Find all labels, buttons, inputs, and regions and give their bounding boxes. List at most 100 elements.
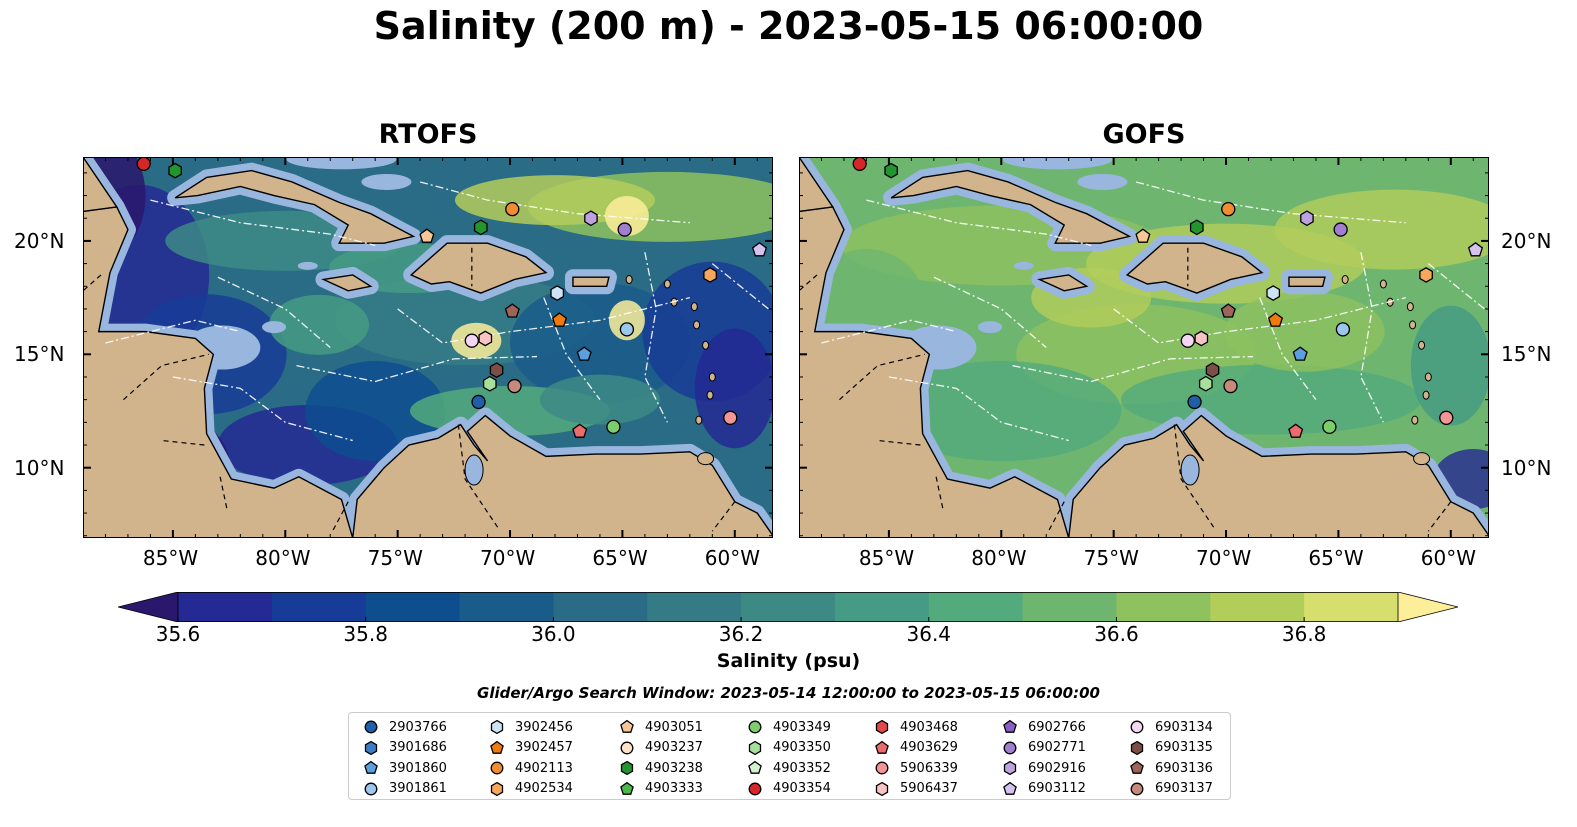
land-yucatanNorth bbox=[799, 157, 834, 213]
eez-boundary bbox=[217, 276, 331, 348]
colorbar-label: Salinity (psu) bbox=[716, 650, 861, 672]
lon-tick-label: 75°W bbox=[367, 546, 423, 570]
float-marker-6903134 bbox=[464, 333, 479, 348]
legend-item: 6902771 bbox=[1002, 738, 1086, 759]
float-marker-6903135 bbox=[489, 362, 504, 379]
legend-item: 4903354 bbox=[747, 779, 831, 800]
float-marker-6903135 bbox=[1205, 362, 1220, 379]
island bbox=[706, 390, 714, 400]
float-marker-4903354 bbox=[852, 157, 867, 171]
salinity-patch bbox=[1224, 291, 1385, 372]
lon-tick-label: 60°W bbox=[1420, 546, 1477, 570]
legend-column: 4903468 4903629 5906339 5906437 bbox=[874, 717, 958, 799]
float-marker-3902456 bbox=[1266, 285, 1281, 301]
legend-label: 6903137 bbox=[1155, 781, 1213, 797]
salinity-patch bbox=[608, 300, 645, 341]
float-marker-6903112 bbox=[1467, 241, 1484, 257]
legend-marker-circle bbox=[620, 741, 634, 755]
legend-label: 3902457 bbox=[515, 740, 573, 756]
legend-marker-pentagon bbox=[875, 740, 889, 754]
float-marker-4902534 bbox=[1419, 267, 1433, 283]
colorbar-segment bbox=[834, 592, 930, 622]
legend-marker-circle bbox=[748, 782, 762, 796]
float-marker-4903238 bbox=[168, 162, 182, 179]
shelf-bank bbox=[1077, 173, 1128, 190]
colorbar-segment bbox=[1210, 592, 1305, 622]
country-border bbox=[219, 476, 228, 509]
island bbox=[663, 279, 671, 289]
map-frame bbox=[799, 157, 1489, 538]
legend-item: 3902456 bbox=[489, 717, 573, 738]
eez-boundary bbox=[419, 181, 690, 224]
island bbox=[693, 320, 701, 330]
lat-tick-label-left: 15°N bbox=[14, 342, 65, 367]
eez-boundary bbox=[172, 376, 353, 442]
legend-marker-hexagon bbox=[748, 740, 762, 755]
legend-label: 6903135 bbox=[1155, 740, 1213, 756]
float-marker-4903051 bbox=[1135, 228, 1151, 243]
salinity-patch bbox=[1274, 189, 1489, 270]
legend-label: 4903237 bbox=[645, 740, 703, 756]
colorbar-segment bbox=[741, 592, 836, 622]
eez-boundary bbox=[1113, 296, 1406, 344]
legend-item: 6903134 bbox=[1129, 717, 1213, 738]
legend-label: 3901686 bbox=[389, 740, 447, 756]
rtofs-map-svg bbox=[83, 157, 773, 538]
shelf-bank bbox=[286, 157, 397, 170]
colorbar-segment bbox=[553, 592, 648, 622]
salinity-patch bbox=[454, 175, 655, 226]
legend-column: 6903134 6903135 6903136 6903137 bbox=[1129, 717, 1213, 799]
legend-column: 3902456 3902457 4902113 4902534 bbox=[489, 717, 573, 799]
land-hispaniola bbox=[1125, 242, 1264, 294]
float-marker-4903238 bbox=[1189, 219, 1204, 236]
legend-marker-circle bbox=[748, 720, 762, 734]
float-marker-6903137 bbox=[507, 378, 522, 394]
shelf-bank bbox=[978, 321, 1003, 334]
colorbar-segment bbox=[1304, 592, 1399, 622]
legend-item: 6902916 bbox=[1002, 758, 1086, 779]
float-marker-3901860 bbox=[1292, 346, 1308, 361]
eez-boundary bbox=[1012, 355, 1254, 383]
legend-marker-pentagon bbox=[620, 720, 634, 734]
eez-boundary bbox=[821, 319, 957, 344]
salinity-patch bbox=[1410, 305, 1489, 426]
panel-title-gofs: GOFS bbox=[1102, 119, 1186, 150]
legend-label: 6902916 bbox=[1028, 760, 1086, 776]
search-window-text: Glider/Argo Search Window: 2023-05-14 12… bbox=[477, 684, 1100, 702]
float-marker-3902457 bbox=[551, 312, 568, 327]
land-puertorico bbox=[1288, 276, 1326, 287]
legend-item: 4902113 bbox=[489, 758, 573, 779]
map-panel-rtofs[interactable] bbox=[83, 157, 773, 538]
salinity-patch bbox=[694, 328, 773, 449]
land-southamerica bbox=[1068, 414, 1489, 538]
legend-marker-pentagon bbox=[1003, 781, 1017, 795]
legend-item: 4903051 bbox=[619, 717, 703, 738]
colorbar-segment bbox=[365, 592, 461, 622]
float-marker-4902534 bbox=[703, 267, 717, 283]
legend-marker-hexagon bbox=[620, 761, 634, 776]
float-marker-4903350 bbox=[482, 375, 497, 392]
legend-label: 4902113 bbox=[515, 760, 573, 776]
legend-marker-hexagon bbox=[490, 720, 504, 735]
legend-item: 4903468 bbox=[874, 717, 958, 738]
island bbox=[702, 340, 710, 350]
country-border bbox=[711, 501, 736, 532]
island bbox=[1418, 340, 1426, 350]
map-panel-gofs[interactable] bbox=[799, 157, 1489, 538]
panel-title-rtofs: RTOFS bbox=[378, 119, 478, 150]
land-jamaica bbox=[321, 274, 373, 292]
lon-tick-label: 85°W bbox=[142, 546, 199, 570]
lon-tick-label: 85°W bbox=[858, 546, 915, 570]
eez-boundary bbox=[644, 252, 668, 423]
legend-marker-pentagon bbox=[748, 761, 762, 775]
colorbar-segment bbox=[271, 592, 367, 622]
float-marker-3902456 bbox=[550, 285, 565, 301]
legend-marker-pentagon bbox=[1003, 720, 1017, 734]
legend-marker-circle bbox=[1003, 741, 1017, 755]
float-marker-6903136 bbox=[1220, 303, 1236, 318]
legend-label: 4903352 bbox=[773, 760, 831, 776]
legend-item: 4902534 bbox=[489, 779, 573, 800]
float-marker-4903349 bbox=[1322, 419, 1337, 435]
island bbox=[1341, 274, 1349, 284]
colorbar-segment bbox=[178, 592, 273, 622]
